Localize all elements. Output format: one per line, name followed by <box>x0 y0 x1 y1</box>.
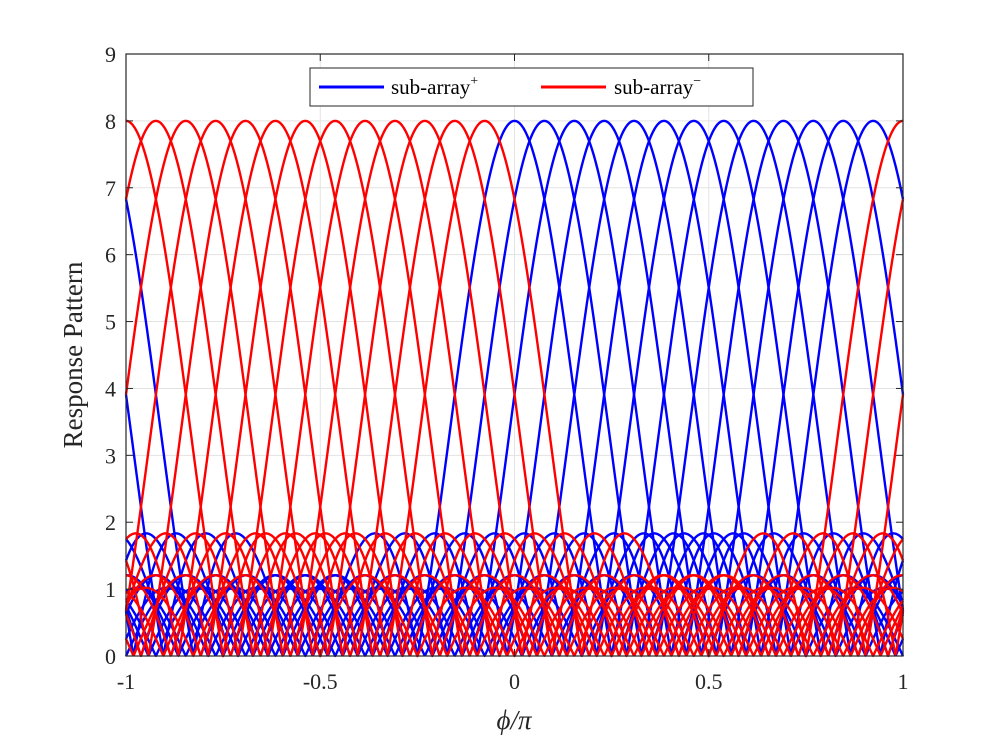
x-axis-label: ϕ/π <box>496 705 532 735</box>
y-tick-label: 9 <box>105 42 116 67</box>
y-tick-label: 2 <box>105 510 116 535</box>
x-tick-label: 1 <box>898 669 909 694</box>
legend: sub-array+ sub-array− <box>309 67 754 107</box>
beam-curve-1-9 <box>124 119 905 657</box>
x-tick-label: 0.5 <box>695 669 723 694</box>
y-tick-label: 5 <box>105 310 116 335</box>
beam-curve-1-11 <box>125 119 904 657</box>
legend-label-subarray-plus: sub-array+ <box>391 74 478 99</box>
y-tick-label: 7 <box>105 176 116 201</box>
series-layer <box>124 119 905 658</box>
x-tick-label: 0 <box>509 669 520 694</box>
x-tick-label: -1 <box>117 669 135 694</box>
y-tick-label: 1 <box>105 577 116 602</box>
beam-curve-1-12 <box>125 119 904 657</box>
y-tick-label: 0 <box>105 644 116 669</box>
series-group-1 <box>124 119 905 658</box>
axis-ticks <box>125 53 904 657</box>
beam-curve-1-2 <box>124 119 905 657</box>
y-tick-label: 6 <box>105 243 116 268</box>
beam-curve-1-8 <box>125 119 904 657</box>
y-tick-label: 8 <box>105 109 116 134</box>
y-tick-label: 3 <box>105 443 116 468</box>
y-axis-label: Response Pattern <box>58 261 88 448</box>
x-tick-label: -0.5 <box>303 669 338 694</box>
beam-curve-1-5 <box>125 119 904 657</box>
y-tick-label: 4 <box>105 376 116 401</box>
beam-curve-1-3 <box>124 119 905 657</box>
tick-labels: -1 -0.5 0 0.5 1 0 1 2 3 4 5 6 7 8 9 <box>105 42 909 694</box>
legend-label-subarray-minus: sub-array− <box>614 74 701 99</box>
beam-curve-0-0 <box>124 119 905 658</box>
